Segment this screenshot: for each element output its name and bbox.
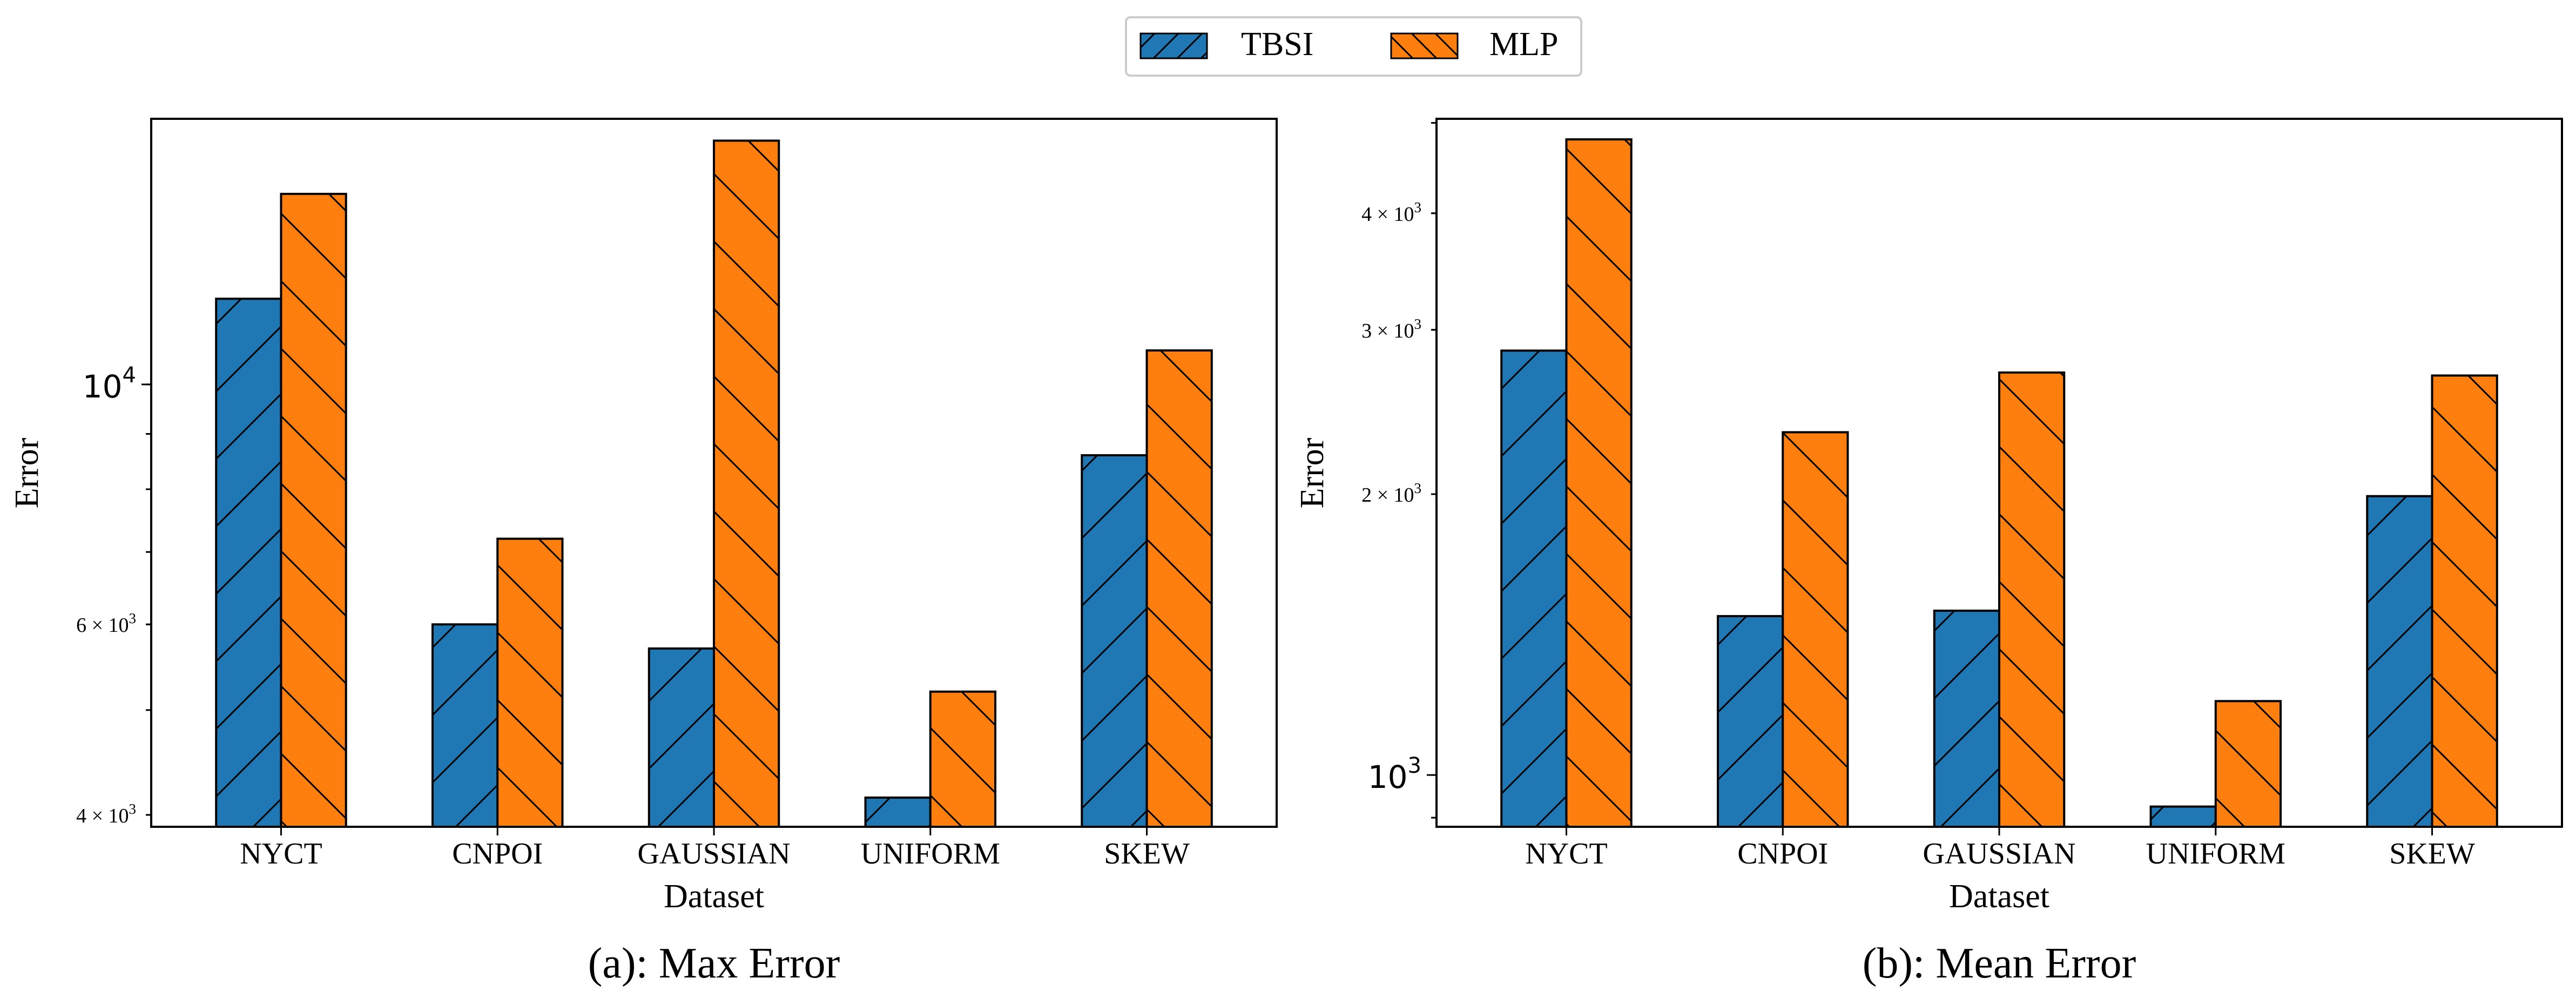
legend-hatch xyxy=(1390,32,1459,59)
y-axis-label: Error xyxy=(1294,437,1331,508)
legend-label-tbsi: TBSI xyxy=(1241,26,1313,63)
x-axis-label: Dataset xyxy=(1949,878,2049,915)
x-tick-label: CNPOI xyxy=(1737,837,1828,871)
x-tick-label: SKEW xyxy=(1104,837,1190,871)
bar-hatch xyxy=(864,796,932,828)
x-tick-label: GAUSSIAN xyxy=(1923,837,2075,871)
x-tick-label: NYCT xyxy=(240,837,322,871)
legend: TBSI MLP xyxy=(1125,16,1582,77)
bar-hatch xyxy=(2366,495,2433,828)
y-tick-label: 103 xyxy=(1368,753,1421,795)
bars xyxy=(1500,138,2498,828)
bar-hatch xyxy=(280,193,347,828)
y-tick-label: 104 xyxy=(83,363,136,405)
x-tick-label: NYCT xyxy=(1525,837,1607,871)
bar-hatch xyxy=(1500,349,1568,828)
bar-hatch xyxy=(496,537,564,828)
y-ticks: 103 2 × 103 3 × 103 4 × 103 xyxy=(1361,122,1437,819)
y-ticks: 4 × 103 6 × 103 104 xyxy=(76,363,151,827)
y-tick-label: 2 × 103 xyxy=(1361,480,1421,507)
x-ticks: NYCT CNPOI GAUSSIAN UNIFORM SKEW xyxy=(240,827,1190,871)
x-tick-label: SKEW xyxy=(2389,837,2475,871)
bar-hatch xyxy=(929,690,997,828)
x-ticks: NYCT CNPOI GAUSSIAN UNIFORM SKEW xyxy=(1525,827,2475,871)
bar-hatch xyxy=(1717,615,1784,828)
x-tick-label: GAUSSIAN xyxy=(637,837,790,871)
y-tick-label: 3 × 103 xyxy=(1361,316,1421,342)
x-tick-label: UNIFORM xyxy=(2146,837,2285,871)
bar-hatch xyxy=(215,298,282,828)
bar-hatch xyxy=(2214,700,2282,828)
bar-hatch xyxy=(648,647,716,828)
legend-frame xyxy=(1125,16,1582,77)
bar-hatch xyxy=(1565,138,1633,828)
panel-mean-error: 103 2 × 103 3 × 103 4 × 103 NYCT CNPOI GAUSSI… xyxy=(1294,118,2563,987)
y-tick-label: 6 × 103 xyxy=(76,610,136,637)
bar-hatch xyxy=(1782,431,1849,828)
bar-hatch xyxy=(1933,609,2001,828)
panel-caption: (b): Mean Error xyxy=(1863,940,2136,987)
x-tick-label: CNPOI xyxy=(452,837,543,871)
bars xyxy=(215,139,1213,828)
bar-hatch xyxy=(2431,374,2498,828)
legend-hatch xyxy=(1139,32,1208,59)
bar-hatch xyxy=(1081,454,1148,828)
x-tick-label: UNIFORM xyxy=(861,837,1000,871)
bar-hatch xyxy=(1998,371,2066,828)
x-axis-label: Dataset xyxy=(664,878,764,915)
y-tick-label: 4 × 103 xyxy=(76,801,136,827)
bar-hatch xyxy=(431,623,499,828)
y-tick-label: 4 × 103 xyxy=(1361,199,1421,226)
bar-hatch xyxy=(1145,349,1213,828)
bar-hatch xyxy=(713,139,780,828)
panel-caption: (a): Max Error xyxy=(588,940,840,987)
legend-label-mlp: MLP xyxy=(1489,26,1558,63)
bar-hatch xyxy=(2149,805,2217,828)
y-axis-label: Error xyxy=(9,437,45,508)
panel-max-error: 4 × 103 6 × 103 104 NYCT CNPOI GAUSSIAN UNIFO… xyxy=(9,118,1278,987)
